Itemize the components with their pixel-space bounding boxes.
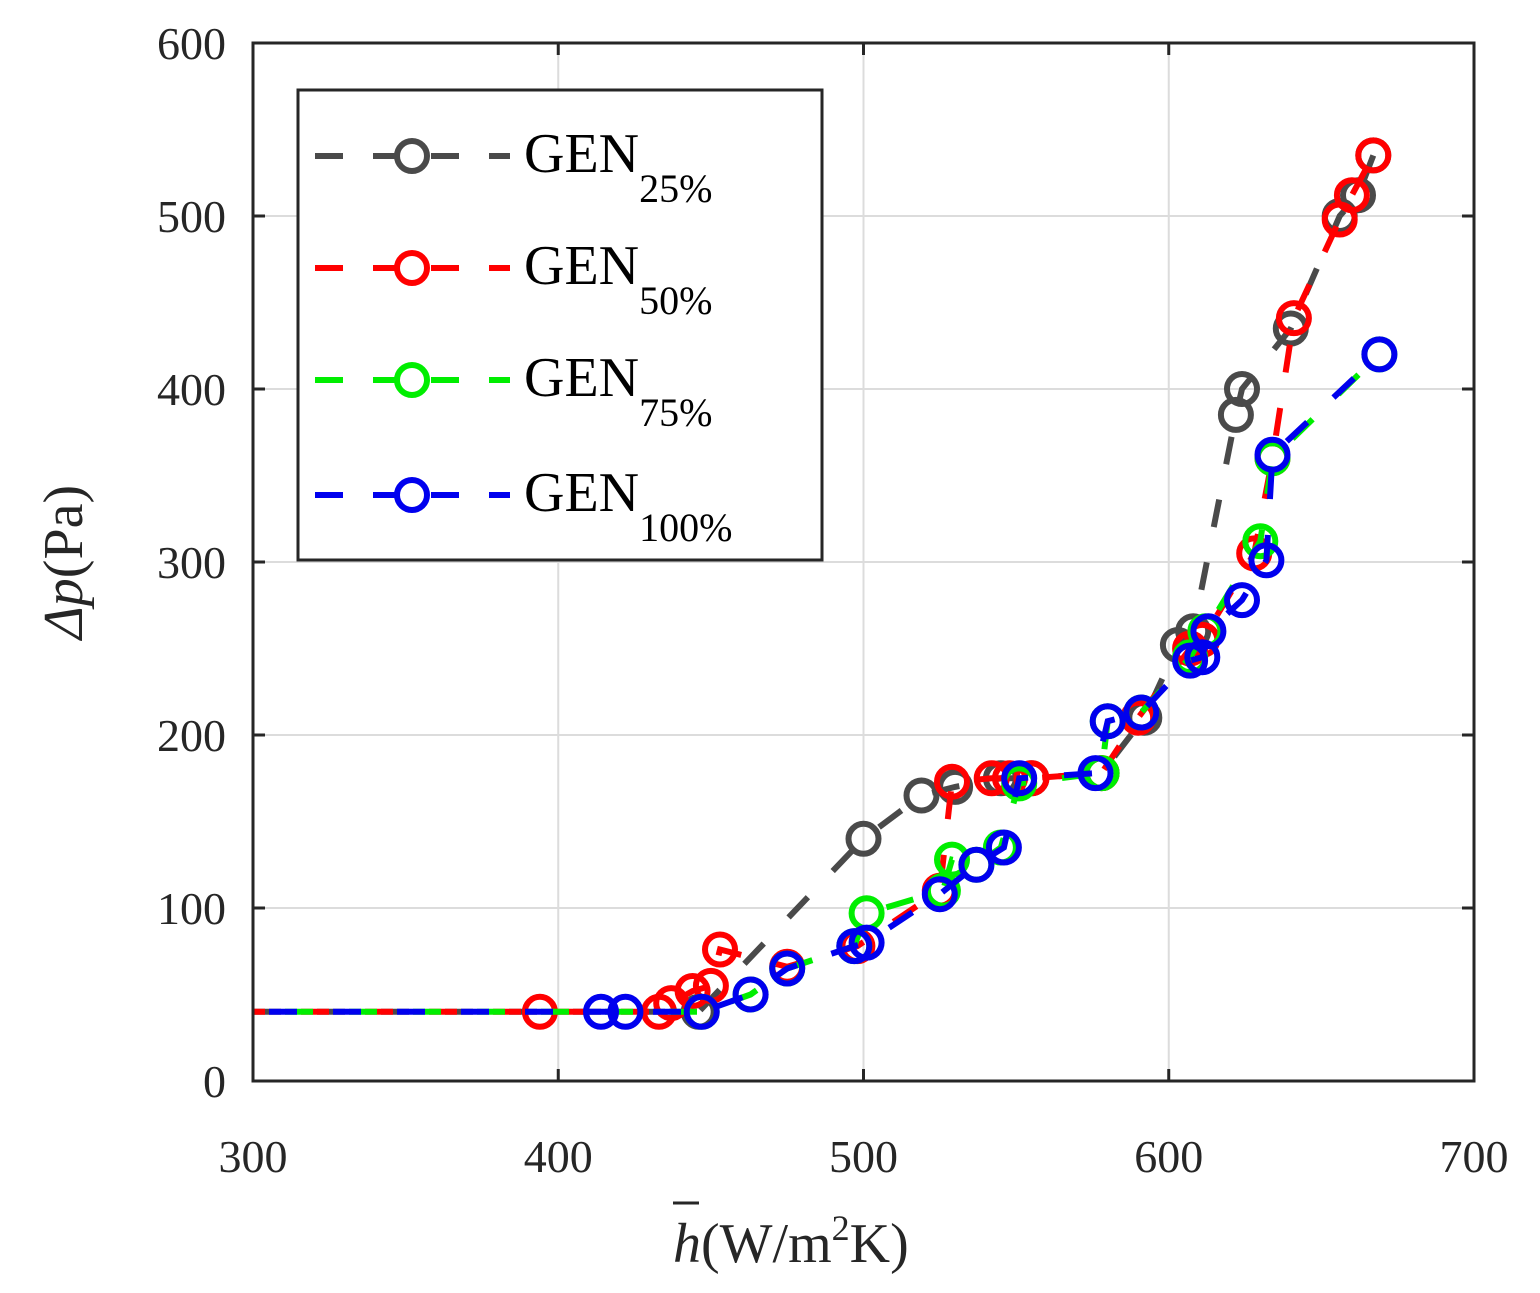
data-point — [607, 993, 644, 1030]
data-point — [934, 841, 970, 878]
data-point — [674, 973, 711, 1009]
data-point — [958, 846, 995, 883]
legend-entry: GEN50% — [315, 235, 712, 323]
x-tick-label: 500 — [829, 1131, 898, 1182]
x-axis-label-tail: K) — [850, 1213, 909, 1275]
data-point — [1077, 755, 1114, 792]
legend-label-subscript: 50% — [639, 278, 712, 323]
legend-label: GEN25% — [524, 123, 712, 211]
legend-entry: GEN25% — [315, 123, 712, 211]
data-point — [1361, 336, 1398, 373]
data-point — [985, 829, 1022, 866]
x-axis-label-units: (W/m — [701, 1213, 832, 1275]
data-point — [1224, 582, 1260, 619]
data-point — [683, 993, 720, 1030]
legend-marker — [394, 477, 430, 513]
y-axis-label-units: (Pa) — [33, 485, 95, 578]
legend-label: GEN50% — [524, 235, 712, 323]
x-tick-label: 700 — [1440, 1131, 1509, 1182]
data-point — [1242, 523, 1279, 560]
tick-labels: 300 400 500 600 700 0 100 200 300 400 500 600 — [157, 18, 1509, 1182]
legend: GEN25%GEN50%GEN75%GEN100% — [296, 88, 824, 562]
x-tick-label: 300 — [219, 1131, 288, 1182]
data-point — [702, 931, 738, 968]
legend-label-name: GEN — [524, 123, 639, 185]
y-axis-label-symbol: Δp — [33, 578, 95, 641]
y-tick-label: 0 — [203, 1056, 226, 1107]
y-tick-label: 400 — [157, 364, 226, 415]
legend-box — [296, 88, 824, 562]
x-axis-label-symbol: h — [673, 1213, 701, 1275]
y-tick-label: 100 — [157, 883, 226, 934]
legend-label-name: GEN — [524, 347, 639, 409]
y-tick-label: 200 — [157, 710, 226, 761]
y-tick-label: 500 — [157, 191, 226, 242]
data-point — [903, 777, 940, 814]
svg-text:Δp(Pa): Δp(Pa) — [33, 485, 95, 641]
series-100pct — [253, 336, 1398, 1030]
y-tick-label: 600 — [157, 18, 226, 69]
series-line — [253, 153, 1376, 1015]
data-point — [1333, 177, 1370, 214]
legend-entry: GEN100% — [315, 462, 732, 550]
legend-label: GEN100% — [524, 462, 732, 550]
data-point — [845, 820, 882, 857]
legend-marker — [394, 362, 430, 398]
svg-text:h(W/m2K): h(W/m2K) — [673, 1208, 909, 1275]
legend-label-subscript: 75% — [639, 390, 712, 435]
grid-lines — [252, 42, 1475, 1082]
data-point — [1275, 300, 1312, 337]
legend-label-name: GEN — [524, 462, 639, 524]
plot-frame — [251, 41, 1476, 1083]
data-point — [1254, 436, 1291, 473]
data-point — [732, 976, 769, 1013]
legend-marker — [394, 250, 430, 286]
legend-marker — [394, 138, 430, 174]
series-line — [253, 352, 1382, 1015]
y-axis-label: Δp(Pa) — [33, 485, 95, 641]
data-point — [1123, 694, 1160, 731]
y-tick-label: 300 — [157, 537, 226, 588]
data-point — [848, 924, 885, 961]
x-tick-label: 400 — [524, 1131, 593, 1182]
data-point — [1224, 371, 1260, 407]
data-point — [583, 993, 619, 1030]
x-tick-label: 600 — [1134, 1131, 1203, 1182]
data-point — [769, 950, 806, 987]
legend-label-name: GEN — [524, 235, 639, 297]
data-point — [1190, 613, 1227, 650]
data-point — [1001, 760, 1038, 797]
legend-entry: GEN75% — [315, 347, 712, 435]
data-point — [1089, 703, 1126, 740]
x-axis-label-superscript: 2 — [832, 1208, 850, 1248]
x-axis-label: h(W/m2K) — [673, 1201, 909, 1275]
legend-label-subscript: 100% — [639, 505, 732, 550]
data-point — [921, 876, 958, 913]
series-layer — [253, 137, 1398, 1030]
data-point — [934, 763, 970, 800]
legend-label: GEN75% — [524, 347, 712, 435]
legend-label-subscript: 25% — [639, 166, 712, 211]
data-point — [1248, 542, 1285, 579]
data-point — [1355, 137, 1392, 174]
